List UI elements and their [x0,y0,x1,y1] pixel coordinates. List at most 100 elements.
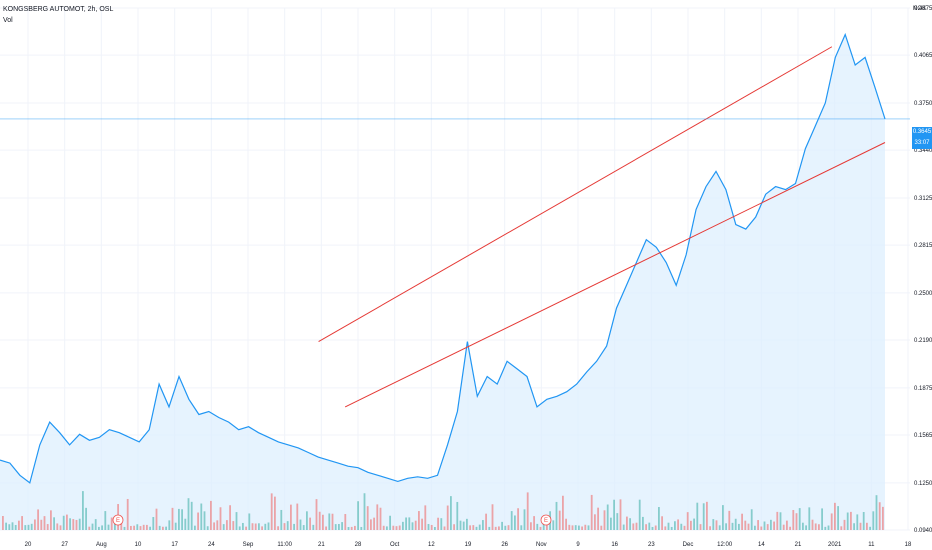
countdown-time: 33:07 [914,140,930,146]
volume-bar [834,502,836,530]
volume-bar [354,525,356,530]
volume-bar [504,525,507,530]
volume-bar [242,522,244,530]
currency-unit[interactable]: NOK [913,6,927,12]
volume-bar [571,525,574,530]
volume-bar [770,519,772,530]
x-tick-label: 27 [61,542,68,548]
volume-bar [360,526,363,530]
volume-bar [18,520,20,530]
x-tick-label: Nov [536,542,547,548]
volume-bar [229,505,231,530]
volume-bar [814,523,817,530]
volume-bar [149,526,151,530]
time-axis: 20 27 Aug 10 17 24 Sep 11:00 21 28 Oct 12 19 26 Nov 9 16… [25,542,912,548]
volume-bar [574,525,577,530]
volume-bar [78,518,81,530]
volume-bar [110,517,113,530]
volume-bar [238,526,241,530]
volume-bar [747,523,750,530]
volume-bar [779,512,782,530]
x-tick-label: 12 [428,542,435,548]
volume-bar [789,526,791,530]
volume-bar [245,526,247,530]
volume-bar [802,522,804,530]
volume-bar [459,520,462,530]
price-axis: 0.0940 0.1250 0.1565 0.1875 0.2190 0.2500 0.28… [914,6,932,534]
volume-bar [722,505,724,530]
volume-bar [219,507,222,530]
volume-bar [277,526,279,530]
volume-bar [565,518,567,530]
volume-bar [648,522,651,530]
volume-bar [562,495,564,530]
volume-bar [744,520,747,530]
volume-bar [34,519,36,530]
symbol-title[interactable]: KONGSBERG AUTOMOT, 2h, OSL [3,6,114,13]
volume-label[interactable]: Vol [3,17,13,24]
x-tick-label: 18 [905,542,912,548]
volume-bar [533,516,535,530]
volume-bar [786,520,788,530]
volume-bar [158,525,161,530]
volume-bar [443,526,446,530]
volume-bar [85,507,87,530]
earnings-marker-label[interactable]: E [544,518,548,524]
volume-bar [398,525,401,530]
volume-bar [485,513,487,530]
y-tick-label: 0.3750 [914,101,932,107]
volume-bar [600,525,603,530]
volume-bar [331,513,334,530]
volume-bar [395,526,398,530]
volume-bar [629,518,631,530]
volume-bar [491,504,494,530]
volume-bar [584,524,587,530]
volume-bar [408,517,411,530]
volume-bar [248,513,251,530]
volume-bar [632,523,635,530]
volume-bar [418,511,420,530]
y-tick-label: 0.4375 [914,6,932,12]
channel-lower-line[interactable] [344,142,886,408]
volume-bar [11,522,14,530]
x-tick-label: 11 [868,542,875,548]
volume-bar [555,501,558,530]
volume-bar [350,526,353,530]
volume-bar [526,492,529,530]
volume-bar [190,501,193,530]
volume-bar [82,491,84,530]
volume-bar [654,525,657,530]
volume-bar [72,519,75,530]
volume-bar [606,504,609,530]
volume-bar [875,495,878,530]
earnings-marker-label[interactable]: E [116,518,120,524]
volume-bar [501,521,503,530]
volume-bar [264,523,267,530]
volume-bar [290,504,292,530]
volume-bar [741,513,743,530]
volume-bar [59,525,62,530]
x-tick-label: 14 [758,542,765,548]
volume-bar [216,520,219,530]
volume-bar [251,523,254,530]
channel-upper-line[interactable] [318,46,833,342]
x-tick-label: Aug [96,542,107,548]
volume-bar [309,517,311,530]
volume-bar [840,526,843,530]
volume-bar [27,524,30,530]
volume-bar [24,525,27,530]
volume-bar [869,526,871,530]
volume-bar [325,526,327,530]
volume-bar [718,525,721,530]
volume-bar [66,514,68,530]
volume-bar [226,520,228,530]
volume-bar [635,522,638,530]
x-tick-label: 28 [355,542,362,548]
y-tick-label: 0.1565 [914,433,932,439]
x-tick-label: 19 [465,542,472,548]
volume-bar [267,522,270,530]
volume-bar [763,521,766,530]
y-tick-label: 0.0940 [914,528,932,534]
volume-bar [139,526,142,530]
